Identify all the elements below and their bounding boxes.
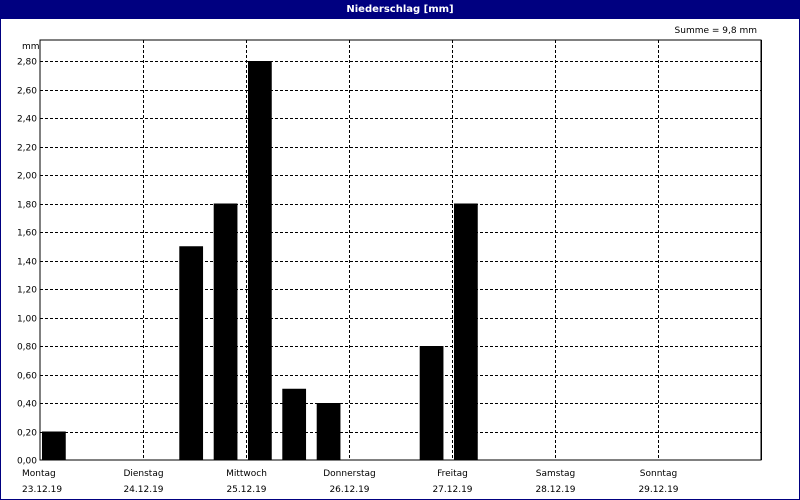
y-tick-label: 1,40 bbox=[17, 258, 37, 268]
x-tick-day: Dienstag bbox=[123, 469, 163, 479]
y-tick-label: 2,40 bbox=[17, 115, 37, 125]
x-tick-day: Freitag bbox=[437, 469, 468, 479]
y-tick-label: 1,00 bbox=[17, 315, 37, 325]
x-tick-day: Donnerstag bbox=[323, 469, 376, 479]
y-tick-label: 1,60 bbox=[17, 229, 37, 239]
y-tick-label: 2,60 bbox=[17, 87, 37, 97]
x-tick-date: 27.12.19 bbox=[432, 485, 472, 495]
chart-title: Niederschlag [mm] bbox=[1, 1, 799, 19]
x-tick-date: 25.12.19 bbox=[226, 485, 266, 495]
y-tick-label: 0,80 bbox=[17, 343, 37, 353]
y-tick-label: 0,00 bbox=[17, 457, 37, 467]
precipitation-bar bbox=[42, 431, 66, 460]
precipitation-bar bbox=[419, 346, 444, 460]
y-tick-label: 1,20 bbox=[17, 286, 37, 296]
y-tick-label: 2,20 bbox=[17, 144, 37, 154]
precipitation-bar bbox=[179, 246, 204, 460]
y-tick-label: 0,60 bbox=[17, 372, 37, 382]
y-tick-label: 2,00 bbox=[17, 172, 37, 182]
y-axis-label: mm bbox=[22, 42, 40, 52]
sum-label: Summe = 9,8 mm bbox=[674, 26, 757, 36]
x-tick-date: 23.12.19 bbox=[22, 485, 62, 495]
precipitation-bar bbox=[248, 61, 272, 460]
x-tick-day: Samstag bbox=[536, 469, 575, 479]
plot-area bbox=[39, 39, 762, 461]
precipitation-bar bbox=[213, 203, 238, 460]
x-tick-date: 24.12.19 bbox=[123, 485, 163, 495]
x-tick-day: Sonntag bbox=[640, 469, 677, 479]
y-tick-label: 0,40 bbox=[17, 400, 37, 410]
precipitation-bar bbox=[316, 403, 341, 460]
x-tick-date: 29.12.19 bbox=[638, 485, 678, 495]
y-tick-label: 0,20 bbox=[17, 429, 37, 439]
x-tick-day: Mittwoch bbox=[226, 469, 267, 479]
precipitation-bar bbox=[454, 203, 478, 460]
x-tick-date: 28.12.19 bbox=[535, 485, 575, 495]
y-tick-label: 2,80 bbox=[17, 58, 37, 68]
x-tick-date: 26.12.19 bbox=[329, 485, 369, 495]
x-tick-day: Montag bbox=[22, 469, 56, 479]
y-tick-label: 1,80 bbox=[17, 201, 37, 211]
precipitation-bar bbox=[282, 388, 307, 460]
